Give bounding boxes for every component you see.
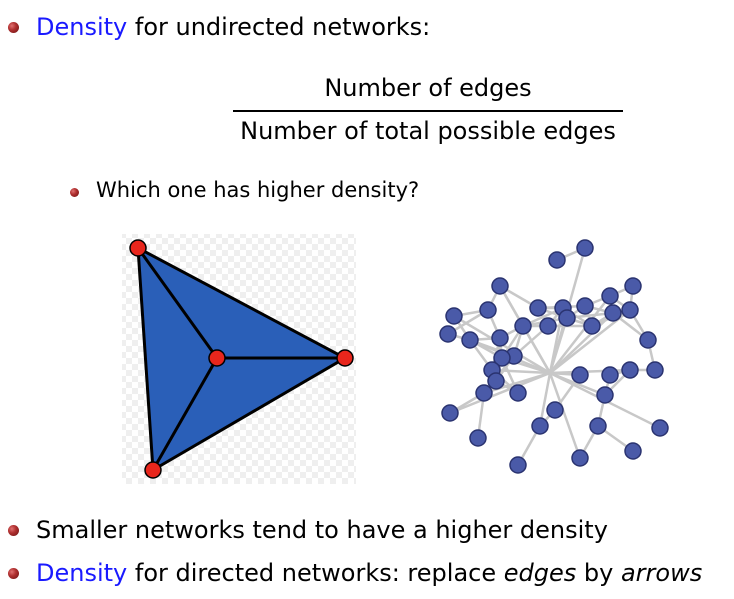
formula-denominator: Number of total possible edges [240,117,616,145]
edge [538,372,552,427]
node [624,277,642,295]
node [531,417,549,435]
node [509,456,527,474]
bullet-marker [8,525,19,536]
node [475,384,493,402]
density-term: Density [36,13,128,41]
node [621,301,639,319]
node [624,442,642,460]
edge [521,325,552,374]
node [639,331,657,349]
node [529,299,547,317]
emphasis-edges: edges [503,559,577,587]
sub-bullet-question: Which one has higher density? [96,178,420,202]
node [576,239,594,257]
node [601,366,619,384]
edge [151,357,219,471]
fraction-bar [233,110,623,112]
node [445,307,463,325]
node [646,361,664,379]
node [144,461,162,479]
bullet-text: for directed networks: replace [127,559,504,587]
node [461,331,479,349]
node [491,329,509,347]
bullet-marker [8,568,19,579]
node [539,317,557,335]
node [589,417,607,435]
bullet-density-undirected: Density for undirected networks: [36,15,430,39]
node [493,349,511,367]
node [487,372,505,390]
node [491,277,509,295]
node [583,317,601,335]
bullet-marker [8,22,19,33]
node [479,301,497,319]
node [129,239,147,257]
density-term: Density [36,559,128,587]
emphasis-arrows: arrows [620,559,703,587]
node [441,404,459,422]
edge [548,372,582,459]
node [469,429,487,447]
node [571,366,589,384]
node [601,287,619,305]
node [651,419,669,437]
bullet-text: for undirected networks: [127,13,431,41]
edge [449,371,551,415]
node [604,304,622,322]
node [514,317,532,335]
node [621,361,639,379]
dense-network-figure [439,239,669,474]
bullet-smaller-networks: Smaller networks tend to have a higher d… [36,516,608,544]
edge [549,312,614,374]
sub-bullet-marker [70,188,79,197]
formula-numerator: Number of edges [324,74,532,102]
edge [136,247,219,359]
bullet-text: by [576,559,621,587]
node [596,386,614,404]
node [571,449,589,467]
node [208,349,226,367]
node [509,384,527,402]
sparse-network-figure [122,234,356,484]
node [558,309,576,327]
node [576,297,594,315]
network-nodes [439,239,669,474]
node [439,325,457,343]
node [336,349,354,367]
node [546,401,564,419]
node [548,251,566,269]
bullet-density-directed: Density for directed networks: replace e… [36,561,702,585]
